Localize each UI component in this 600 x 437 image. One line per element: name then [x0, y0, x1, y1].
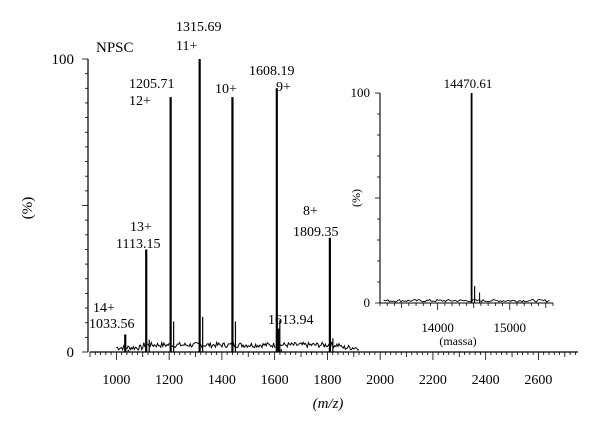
- y-tick-label: 100: [52, 52, 75, 68]
- baseline-noise: [116, 340, 360, 352]
- peak-charge-label: 8+: [303, 204, 318, 219]
- peak-charge-label: 11+: [176, 39, 197, 54]
- inset-y-tick-label: 100: [351, 85, 371, 100]
- inset-spectrum-trace: [383, 93, 550, 303]
- peak-mz-label: 1809.35: [293, 225, 339, 240]
- main-spectrum-trace: [116, 59, 360, 352]
- x-tick-label: 2600: [524, 373, 552, 388]
- x-tick-label: 1000: [102, 373, 130, 388]
- main-peak-labels: 14+1033.56 13+ 1113.15 12+ 1205.71 11+ 1315.69…: [89, 20, 339, 332]
- x-tick-label: 1200: [155, 373, 183, 388]
- x-tick-label: 1800: [313, 373, 341, 388]
- chart-title: NPSC: [96, 40, 134, 56]
- inset-deconvoluted-plot: 14000 15000 0 100 14470.61 (%) (massa): [340, 76, 562, 348]
- y-axis-label: (%): [20, 197, 36, 220]
- x-tick-label: 2200: [419, 373, 447, 388]
- peak-mz-label: 1033.56: [89, 317, 135, 332]
- inset-x-tick-label: 15000: [494, 320, 527, 335]
- peak-charge-label: 13+: [130, 220, 152, 235]
- y-tick-label: 0: [67, 345, 75, 361]
- inset-ticks: 14000 15000 0 100: [351, 85, 554, 335]
- peak-charge-label: 9+: [276, 80, 291, 95]
- inset-x-axis-label: (massa): [439, 334, 476, 348]
- peak-mz-label: 1113.15: [116, 237, 160, 252]
- peak-mz-label: 1613.94: [268, 313, 314, 328]
- x-tick-label: 1600: [261, 373, 289, 388]
- x-tick-label: 2000: [366, 373, 394, 388]
- inset-x-tick-label: 14000: [421, 320, 454, 335]
- x-tick-label: 2400: [472, 373, 500, 388]
- peak-charge-label: 12+: [129, 94, 151, 109]
- inset-y-axis-label: (%): [349, 189, 363, 207]
- peak-mz-label: 1205.71: [129, 77, 175, 92]
- peak-charge-label: 14+: [93, 301, 115, 316]
- main-spectrum-plot: 1000 1200 1400 1600 1800 2000 2200 2400 26000100…: [20, 20, 578, 412]
- peak-mz-label: 1315.69: [176, 20, 222, 35]
- peak-mz-label: 1608.19: [249, 64, 295, 79]
- peak-charge-label: 10+: [215, 82, 237, 97]
- inset-baseline-noise: [383, 298, 550, 303]
- inset-peak-label: 14470.61: [444, 76, 493, 91]
- inset-background: [340, 78, 562, 340]
- x-tick-label: 1400: [208, 373, 236, 388]
- inset-y-tick-label: 0: [364, 295, 371, 310]
- x-axis-label: (m/z): [313, 396, 344, 412]
